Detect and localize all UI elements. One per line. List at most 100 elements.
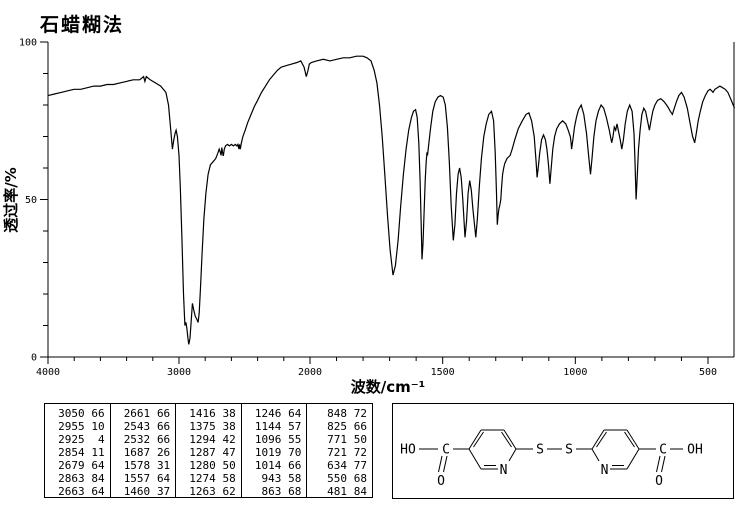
x-tick-label: 1000	[563, 367, 587, 378]
ring-edge	[468, 429, 482, 450]
peak-wavenumber: 2925	[58, 433, 85, 446]
peak-wavenumber: 848	[327, 407, 347, 420]
atom-s1: S	[536, 443, 544, 458]
ring-edge-inner	[624, 431, 635, 448]
peak-transmittance: 84	[353, 485, 367, 498]
peak-wavenumber: 2543	[123, 420, 151, 433]
peak-wavenumber: 1014	[254, 459, 282, 472]
ring-edge-inner	[596, 431, 607, 448]
peak-transmittance: 42	[222, 433, 236, 446]
x-axis-label: 波数/cm⁻¹	[351, 378, 426, 396]
atom-oh-right: OH	[687, 443, 703, 458]
peak-transmittance: 38	[222, 407, 236, 420]
peak-transmittance: 66	[91, 407, 105, 420]
peak-transmittance: 10	[91, 420, 105, 433]
peak-table-row: 2863 84	[45, 472, 110, 485]
peak-wavenumber: 1578	[123, 459, 151, 472]
peak-table-row: 1557 64	[111, 472, 176, 485]
y-tick-label: 100	[19, 38, 37, 49]
peak-table-row: 634 77	[307, 459, 372, 472]
peak-wavenumber: 2661	[123, 407, 151, 420]
peak-table-row: 3050 66	[45, 407, 110, 420]
peak-wavenumber: 863	[261, 485, 282, 498]
peak-wavenumber: 1144	[254, 420, 282, 433]
y-tick-label: 50	[25, 195, 37, 206]
ring-edge	[591, 429, 605, 450]
peak-transmittance: 84	[91, 472, 105, 485]
peak-wavenumber: 1274	[189, 472, 216, 485]
peak-transmittance: 57	[288, 420, 302, 433]
peak-table-row: 1287 47	[176, 446, 241, 459]
peak-transmittance: 11	[91, 446, 105, 459]
peak-table-row: 1375 38	[176, 420, 241, 433]
structure-box	[392, 403, 734, 499]
x-tick-label: 500	[699, 367, 717, 378]
peak-table-row: 1416 38	[176, 407, 241, 420]
peak-table-row: 943 58	[242, 472, 307, 485]
peak-table-row: 721 72	[307, 446, 372, 459]
peak-transmittance: 68	[353, 472, 367, 485]
peak-transmittance: 64	[91, 485, 105, 498]
peak-wavenumber: 1019	[254, 446, 282, 459]
peak-wavenumber: 550	[327, 472, 347, 485]
peak-transmittance: 66	[156, 420, 171, 433]
peak-transmittance: 66	[288, 459, 302, 472]
peak-table-row: 2532 66	[111, 433, 176, 446]
peak-table-row: 1687 26	[111, 446, 176, 459]
x-tick-label: 3000	[167, 367, 191, 378]
peak-table-row: 2925 4	[45, 433, 110, 446]
atom-ho-left: HO	[400, 443, 416, 458]
peak-transmittance: 66	[156, 433, 171, 446]
atom-n-right: N	[601, 463, 609, 478]
peak-table-column: 1246 64 1144 57 1096 55 1019 70 1014 66 943 58 863 68	[242, 404, 308, 498]
axis-ticks	[40, 41, 709, 364]
peak-wavenumber: 2532	[123, 433, 151, 446]
x-tick-label: 4000	[36, 367, 60, 378]
peak-table-row: 2679 64	[45, 459, 110, 472]
ring-edge	[626, 448, 640, 470]
peak-wavenumber: 721	[327, 446, 347, 459]
ring-edge-inner	[501, 431, 512, 448]
peak-transmittance: 55	[288, 433, 302, 446]
peak-transmittance: 68	[288, 485, 302, 498]
peak-transmittance: 26	[156, 446, 171, 459]
atom-c-right: C	[659, 443, 667, 458]
peak-wavenumber: 1460	[123, 485, 151, 498]
peak-table-row: 1096 55	[242, 433, 307, 446]
ring-edge	[503, 429, 517, 450]
peak-transmittance: 70	[288, 446, 302, 459]
peak-table-row: 2955 10	[45, 420, 110, 433]
peak-wavenumber: 1416	[189, 407, 216, 420]
peak-table-column: 3050 66 2955 10 2925 4 2854 11 2679 64 2863 84 2663 6…	[45, 404, 111, 498]
peak-table-row: 2854 11	[45, 446, 110, 459]
atom-o-right: O	[655, 474, 663, 489]
ring-edge	[626, 429, 640, 450]
ring-edge-inner	[473, 431, 484, 448]
peak-wavenumber: 3050	[58, 407, 85, 420]
peak-transmittance: 77	[353, 459, 367, 472]
peak-table-row: 1144 57	[242, 420, 307, 433]
peak-transmittance: 58	[222, 472, 236, 485]
peak-table-row: 2663 64	[45, 485, 110, 498]
peak-table-column: 2661 66 2543 66 2532 66 1687 26 1578 31 1557 64 1460…	[111, 404, 177, 498]
peak-transmittance: 31	[156, 459, 171, 472]
peak-transmittance: 47	[222, 446, 236, 459]
peak-transmittance: 58	[288, 472, 302, 485]
peak-table-row: 1460 37	[111, 485, 176, 498]
peak-table-row: 550 68	[307, 472, 372, 485]
x-tick-label: 2000	[298, 367, 322, 378]
spectrum-curve	[47, 55, 736, 345]
bond-double	[438, 455, 443, 473]
peak-wavenumber: 2863	[58, 472, 85, 485]
peak-table-row: 481 84	[307, 485, 372, 498]
ring-edge	[468, 448, 482, 470]
peak-table-row: 771 50	[307, 433, 372, 446]
peak-transmittance: 37	[156, 485, 171, 498]
peak-transmittance: 64	[156, 472, 171, 485]
ring-edge	[508, 448, 517, 462]
peak-wavenumber: 1294	[189, 433, 216, 446]
peak-table-row: 2661 66	[111, 407, 176, 420]
y-tick-label: 0	[31, 353, 37, 364]
peak-wavenumber: 1096	[254, 433, 282, 446]
